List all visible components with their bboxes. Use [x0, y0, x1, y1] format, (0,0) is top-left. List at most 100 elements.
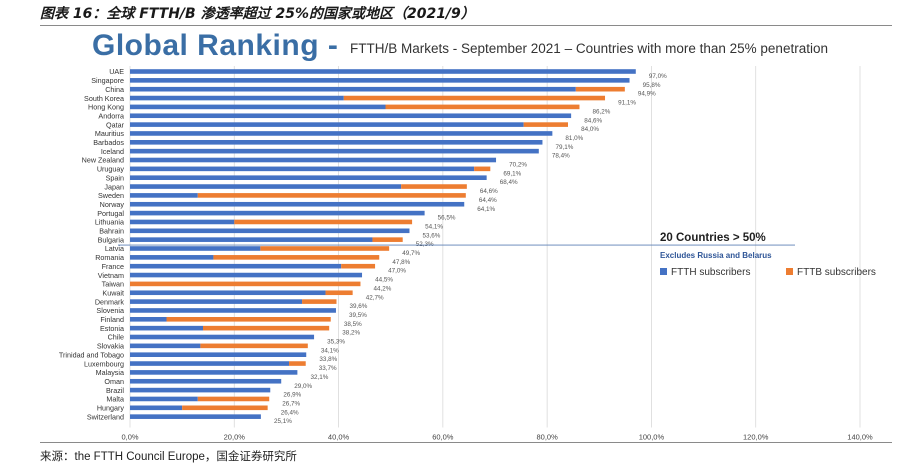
total-label: 34,1% — [321, 347, 339, 354]
category-label: Kuwait — [102, 288, 124, 297]
ftth-bar — [130, 343, 201, 349]
ftth-bar — [130, 334, 315, 340]
ftth-bar — [130, 414, 261, 419]
total-label: 78,4% — [552, 153, 570, 160]
category-label: Switzerland — [87, 412, 124, 421]
total-label: 25,1% — [274, 418, 292, 425]
ftth-bar — [130, 219, 235, 225]
ftth-bar — [130, 113, 572, 119]
category-label: Portugal — [97, 209, 124, 218]
total-label: 44,5% — [375, 277, 393, 284]
x-tick-label: 80,0% — [537, 433, 559, 442]
total-label: 47,0% — [388, 268, 406, 275]
legend-label-ftth: FTTH subscribers — [671, 267, 750, 278]
total-label: 84,0% — [581, 126, 599, 133]
category-label: Oman — [104, 377, 124, 386]
fttb-bar — [401, 184, 467, 189]
ftth-bar — [130, 104, 386, 110]
category-label: Finland — [100, 315, 124, 324]
fttb-bar — [325, 290, 353, 296]
chart-title: Global Ranking - — [92, 29, 339, 62]
fttb-bar — [197, 193, 466, 198]
total-label: 84,6% — [584, 117, 602, 124]
fttb-bar — [203, 325, 330, 331]
category-label: Singapore — [91, 76, 124, 85]
ftth-bar — [130, 166, 475, 172]
total-label: 38,2% — [342, 330, 360, 337]
total-label: 56,5% — [438, 215, 456, 222]
category-label: Romania — [95, 253, 124, 262]
ftth-bar — [130, 86, 576, 92]
ftth-bar — [130, 228, 410, 234]
category-label: Sweden — [98, 191, 124, 200]
ftth-bar — [130, 95, 344, 101]
x-tick-label: 100,0% — [639, 433, 665, 442]
category-label: Iceland — [101, 147, 124, 156]
ftth-bar — [130, 263, 342, 269]
total-label: 69,1% — [503, 170, 521, 177]
annotation-headline: 20 Countries > 50% — [660, 232, 766, 244]
ftth-bar — [130, 299, 303, 304]
fttb-bar — [341, 263, 376, 269]
figure-title: 图表 16：全球 FTTH/B 渗透率超过 25%的国家或地区（2021/9） — [40, 6, 475, 22]
ftth-bar — [130, 255, 214, 260]
total-label: 26,9% — [283, 392, 301, 399]
ftth-bar — [130, 361, 290, 366]
x-tick-label: 0,0% — [121, 433, 138, 442]
x-tick-label: 120,0% — [743, 433, 769, 442]
total-label: 81,0% — [565, 135, 583, 142]
category-label: Slovakia — [97, 342, 124, 351]
category-label: Norway — [100, 200, 125, 209]
ftth-bar — [130, 378, 282, 384]
category-label: Bahrain — [99, 227, 124, 236]
ftth-bar — [130, 370, 298, 375]
total-label: 79,1% — [556, 144, 574, 151]
x-tick-label: 140,0% — [847, 433, 873, 442]
ftth-bar — [130, 308, 336, 313]
category-label: Japan — [104, 182, 124, 191]
category-label: Luxembourg — [84, 359, 124, 368]
total-label: 47,8% — [392, 259, 410, 266]
total-label: 38,5% — [344, 321, 362, 328]
fttb-bar — [575, 86, 625, 92]
total-label: 44,2% — [374, 285, 392, 292]
category-label: Brazil — [106, 386, 124, 395]
total-label: 94,9% — [638, 91, 656, 98]
category-label: Bulgaria — [98, 235, 124, 244]
fttb-bar — [213, 255, 380, 260]
fttb-bar — [372, 237, 403, 242]
category-label: Qatar — [106, 120, 125, 129]
ftth-bar — [130, 201, 465, 207]
total-label: 26,4% — [281, 409, 299, 416]
total-label: 64,1% — [477, 206, 495, 213]
total-label: 33,8% — [319, 356, 337, 363]
fttb-bar — [234, 219, 413, 225]
ftth-bar — [130, 78, 630, 83]
total-label: 68,4% — [500, 179, 518, 186]
x-tick-label: 60,0% — [432, 433, 454, 442]
ftth-bar — [130, 237, 373, 242]
x-tick-label: 40,0% — [328, 433, 350, 442]
ftth-bar — [130, 387, 271, 393]
total-label: 64,4% — [479, 197, 497, 204]
fttb-bar — [200, 343, 308, 349]
category-label: China — [105, 85, 124, 94]
category-label: Hungary — [97, 404, 125, 413]
ftth-bar — [130, 352, 307, 357]
ftth-bar — [130, 131, 553, 136]
fttb-bar — [302, 299, 337, 304]
chart-subtitle: FTTH/B Markets - September 2021 – Countr… — [350, 41, 828, 56]
category-label: South Korea — [84, 94, 124, 103]
legend-label-fttb: FTTB subscribers — [797, 267, 876, 278]
total-label: 26,7% — [282, 400, 300, 407]
total-label: 97,0% — [649, 73, 667, 80]
ftth-bar — [130, 184, 402, 189]
total-label: 33,7% — [319, 365, 337, 372]
legend-swatch-ftth — [660, 268, 667, 275]
total-label: 49,7% — [402, 250, 420, 257]
ftth-bar — [130, 272, 363, 278]
bottom-rule — [40, 442, 892, 443]
annotation-note: Excludes Russia and Belarus — [660, 251, 772, 260]
total-label: 86,2% — [593, 108, 611, 115]
